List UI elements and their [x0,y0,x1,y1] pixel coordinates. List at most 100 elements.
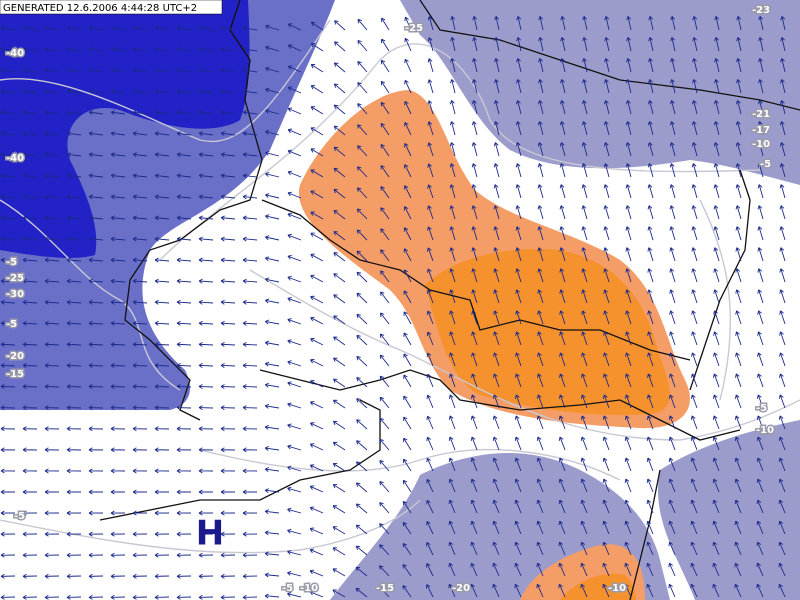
wind-arrow [670,58,676,73]
wind-arrow [581,310,588,325]
wind-arrow [581,121,588,136]
wind-arrow [648,16,654,31]
border [689,169,751,391]
wind-arrow [242,89,258,94]
wind-arrow [176,278,192,284]
wind-arrow [132,278,148,284]
wind-arrow [603,373,610,388]
wind-arrow [734,541,742,556]
wind-arrow [736,16,742,31]
wind-arrow [426,289,434,304]
wind-arrow [734,415,742,430]
wind-arrow [264,530,280,536]
wind-arrow [198,594,214,600]
wind-arrow [176,173,192,179]
wind-arrow [780,79,786,94]
wind-arrow [602,457,610,472]
wind-arrow [176,46,192,52]
wind-arrow [558,415,566,430]
wind-arrow [310,274,324,283]
wind-arrow [402,500,412,514]
wind-arrow [602,415,610,430]
wind-arrow [734,499,742,514]
wind-arrow [380,228,390,241]
wind-arrow [713,352,720,367]
wind-arrow [668,457,676,472]
wind-arrow [379,544,390,556]
wind-arrow [690,415,698,430]
wind-arrow [426,415,434,430]
wind-arrow [757,331,764,346]
wind-arrow [176,236,192,242]
wind-arrow [310,358,324,367]
wind-arrow [287,402,302,409]
wind-arrow [580,415,588,430]
wind-arrow [646,478,654,493]
wind-arrow [132,552,148,558]
wind-arrow [287,360,302,367]
wind-arrow [403,269,412,283]
wind-arrow [758,16,764,31]
wind-arrow [624,583,632,598]
wind-arrow [154,110,170,115]
wind-arrow [602,541,610,556]
wind-arrow [380,59,390,73]
wind-arrow [44,67,60,73]
wind-arrow [448,415,456,430]
wind-arrow [757,205,764,220]
generated-stamp: GENERATED 12.6.2006 4:44:28 UTC+2 [3,3,197,14]
wind-arrow [379,459,390,472]
wind-arrow [44,468,60,474]
wind-arrow [538,79,544,94]
wind-arrow [582,16,588,31]
wind-arrow [492,436,500,451]
wind-arrow [333,294,346,304]
contour-line [699,199,732,401]
wind-arrow [691,121,698,136]
wind-arrow [581,247,588,262]
wind-arrow [712,457,720,472]
wind-arrow [625,310,632,325]
wind-arrow [514,541,522,556]
wind-arrow [22,89,38,94]
wind-arrow [310,253,324,262]
border [261,199,691,361]
wind-arrow [355,545,368,556]
wind-arrow [735,310,742,325]
wind-arrow [602,520,610,535]
wind-arrow [132,299,148,305]
wind-arrow [514,415,522,430]
wind-arrow [132,573,148,579]
wind-arrow [734,457,742,472]
wind-arrow [403,164,412,178]
wind-arrow [66,447,82,453]
wind-arrow [264,298,280,304]
wind-arrow [310,169,324,178]
wind-arrow [0,110,16,115]
wind-arrow [470,436,478,451]
wind-arrow [712,520,720,535]
wind-arrow [0,257,16,263]
wind-arrow [603,205,610,220]
wind-arrow [515,247,522,262]
wind-arrow [624,415,632,430]
contour-label: -10 [752,139,770,150]
wind-arrow [132,384,148,390]
wind-arrow [265,87,280,94]
wind-arrow [44,215,60,221]
wind-arrow [110,573,126,579]
wind-arrow [757,226,764,241]
wind-arrow [646,436,654,451]
wind-arrow [515,142,522,157]
wind-arrow [734,520,742,535]
wind-arrow [580,499,588,514]
wind-arrow [176,426,192,432]
wind-arrow [559,142,566,157]
wind-arrow [647,373,654,388]
wind-arrow [242,447,258,453]
wind-arrow [379,312,390,325]
warm-core [425,249,670,416]
wind-arrow [176,552,192,558]
wind-arrow [580,541,588,556]
wind-arrow [756,499,764,514]
